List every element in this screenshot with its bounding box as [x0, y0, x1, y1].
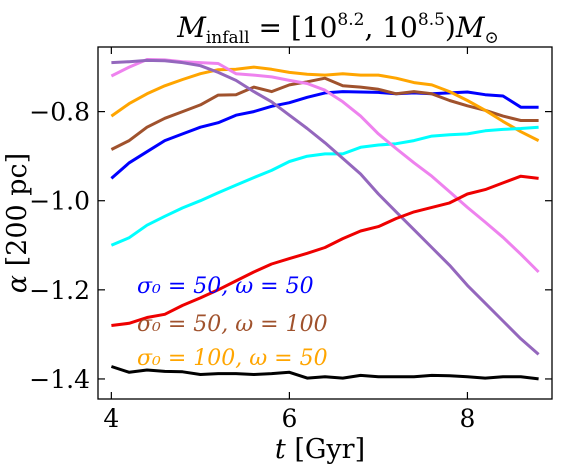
y-tick-label: −1.0: [29, 187, 90, 216]
x-tick-label: 8: [459, 404, 475, 433]
title-close: ): [445, 11, 456, 44]
y-axis-unit: [200 pc]: [2, 153, 33, 275]
legend-text-2: σ₀ = 50, ω = 100: [137, 312, 328, 337]
y-axis-title: α [200 pc]: [2, 153, 33, 293]
title-var: M: [176, 11, 207, 44]
plot-frame: [97, 46, 553, 400]
legend: σ₀ = 50, ω = 50 σ₀ = 50, ω = 100 σ₀ = 100,…: [137, 274, 328, 371]
series-line-4: [110, 125, 539, 247]
y-axis-var: α: [2, 275, 33, 293]
title-var2: M: [455, 11, 486, 44]
y-tick-label: −1.2: [29, 276, 90, 305]
series-line-3: [110, 65, 540, 142]
chart-title: Minfall = [108.2, 108.5)M⊙: [176, 10, 499, 48]
x-tick-label: 4: [103, 404, 119, 433]
axes: 4 6 8 −0.8 −1.0 −1.2 −1.4: [29, 46, 553, 433]
title-sub: infall: [206, 28, 250, 48]
title-mid: , 10: [364, 11, 417, 44]
y-tick-label: −1.4: [29, 365, 90, 394]
x-axis-var: t: [275, 434, 286, 465]
title-eq: = [10: [250, 11, 338, 44]
x-axis-unit: [Gyr]: [286, 434, 365, 465]
y-tick-label: −0.8: [29, 98, 90, 127]
x-axis-title: t [Gyr]: [275, 434, 365, 465]
series-line-6: [111, 58, 540, 356]
series-line-7: [111, 174, 539, 327]
title-sun: ⊙: [485, 28, 499, 48]
series-line-8: [110, 365, 539, 381]
x-tick-label: 6: [281, 404, 297, 433]
title-exp2: 8.5: [418, 10, 445, 30]
series-line-2: [110, 76, 539, 151]
legend-text-1: σ₀ = 50, ω = 50: [137, 274, 314, 299]
title-exp1: 8.2: [337, 10, 364, 30]
series-layer: [110, 58, 540, 381]
series-line-1: [110, 90, 539, 180]
legend-text-3: σ₀ = 100, ω = 50: [137, 346, 328, 371]
